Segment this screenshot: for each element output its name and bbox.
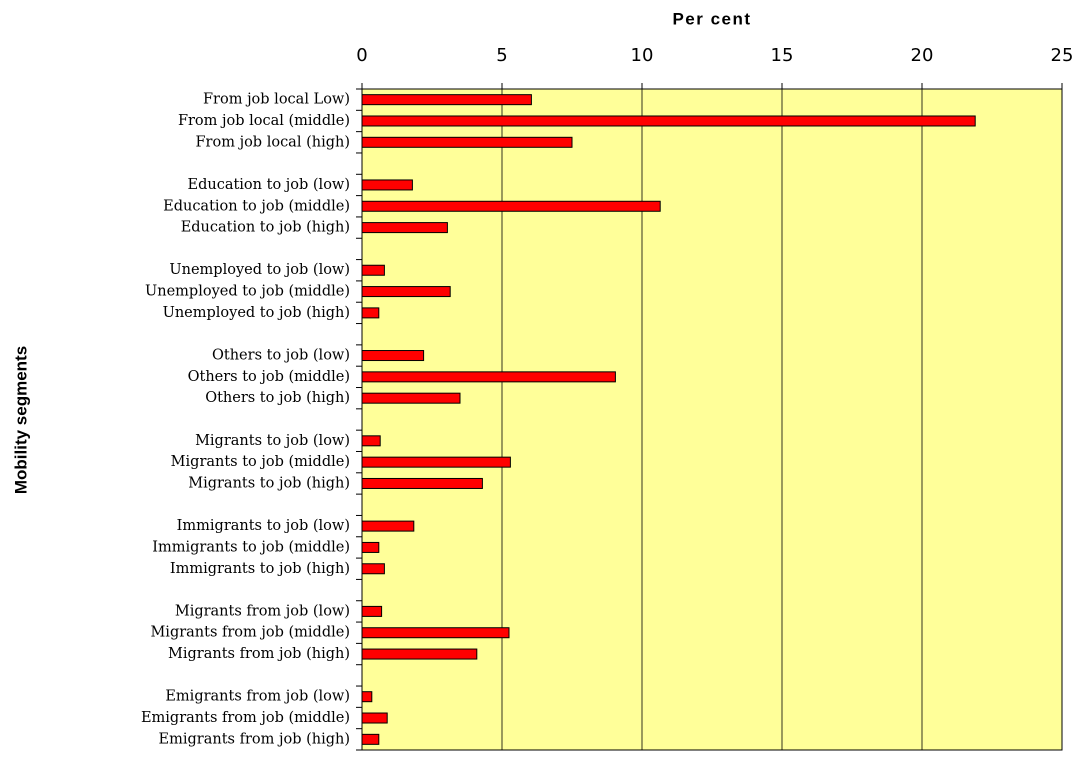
bar xyxy=(361,712,388,724)
y-tick-label: Migrants to job (high) xyxy=(188,475,350,491)
y-tick-label: Emigrants from job (middle) xyxy=(141,710,350,726)
bar xyxy=(361,307,380,319)
bar xyxy=(361,179,413,191)
bar xyxy=(361,136,573,148)
y-tick-label: Migrants to job (low) xyxy=(195,433,350,449)
plot-border xyxy=(361,88,1063,751)
x-tick-label: 5 xyxy=(496,45,507,66)
bar xyxy=(361,605,383,617)
bar xyxy=(361,200,661,212)
x-tick-label: 25 xyxy=(1051,45,1074,66)
y-tick-label: Immigrants to job (middle) xyxy=(152,539,350,555)
x-axis-title: Per cent xyxy=(672,9,751,28)
bar xyxy=(361,371,616,383)
y-tick-label: Migrants from job (middle) xyxy=(150,625,350,641)
plot-area xyxy=(362,89,1062,750)
y-axis-title: Mobility segments xyxy=(11,346,30,494)
y-tick-label: Emigrants from job (high) xyxy=(159,731,350,747)
y-tick-label: Unemployed to job (middle) xyxy=(145,284,350,300)
bar xyxy=(361,350,425,362)
bar xyxy=(361,691,373,703)
y-tick-label: Immigrants to job (low) xyxy=(177,518,350,534)
bar xyxy=(361,456,511,468)
bar xyxy=(361,627,510,639)
y-tick-label: Immigrants to job (high) xyxy=(170,561,350,577)
bar xyxy=(361,733,380,745)
y-tick-label: From job local (high) xyxy=(196,134,351,150)
y-tick-label: Others to job (low) xyxy=(212,348,350,364)
y-tick-label: Education to job (middle) xyxy=(163,198,350,214)
bar xyxy=(361,392,461,404)
y-tick-label: From job local (middle) xyxy=(178,113,350,129)
bar xyxy=(361,222,448,234)
y-tick-label: Migrants from job (high) xyxy=(168,646,350,662)
y-tick-label: Migrants from job (low) xyxy=(175,603,350,619)
x-tick-label: 0 xyxy=(356,45,367,66)
bar xyxy=(361,563,385,575)
y-tick-label: Others to job (middle) xyxy=(188,369,350,385)
bar xyxy=(361,264,385,276)
bar xyxy=(361,648,478,660)
bar xyxy=(361,477,483,489)
x-tick-label: 20 xyxy=(911,45,934,66)
y-tick-label: Emigrants from job (low) xyxy=(165,689,350,705)
y-tick-label: Unemployed to job (low) xyxy=(169,262,350,278)
bar xyxy=(361,286,451,298)
y-tick-label: Others to job (high) xyxy=(205,390,350,406)
y-tick-label: Migrants to job (middle) xyxy=(171,454,350,470)
y-tick-label: Unemployed to job (high) xyxy=(163,305,350,321)
bar xyxy=(361,94,532,106)
bar xyxy=(361,435,381,447)
bar xyxy=(361,115,976,127)
x-tick-label: 10 xyxy=(631,45,654,66)
y-tick-label: Education to job (high) xyxy=(181,220,350,236)
y-tick-label: From job local Low) xyxy=(203,92,350,108)
bar xyxy=(361,541,380,553)
bar xyxy=(361,520,415,532)
x-tick-label: 15 xyxy=(771,45,794,66)
y-tick-label: Education to job (low) xyxy=(188,177,351,193)
